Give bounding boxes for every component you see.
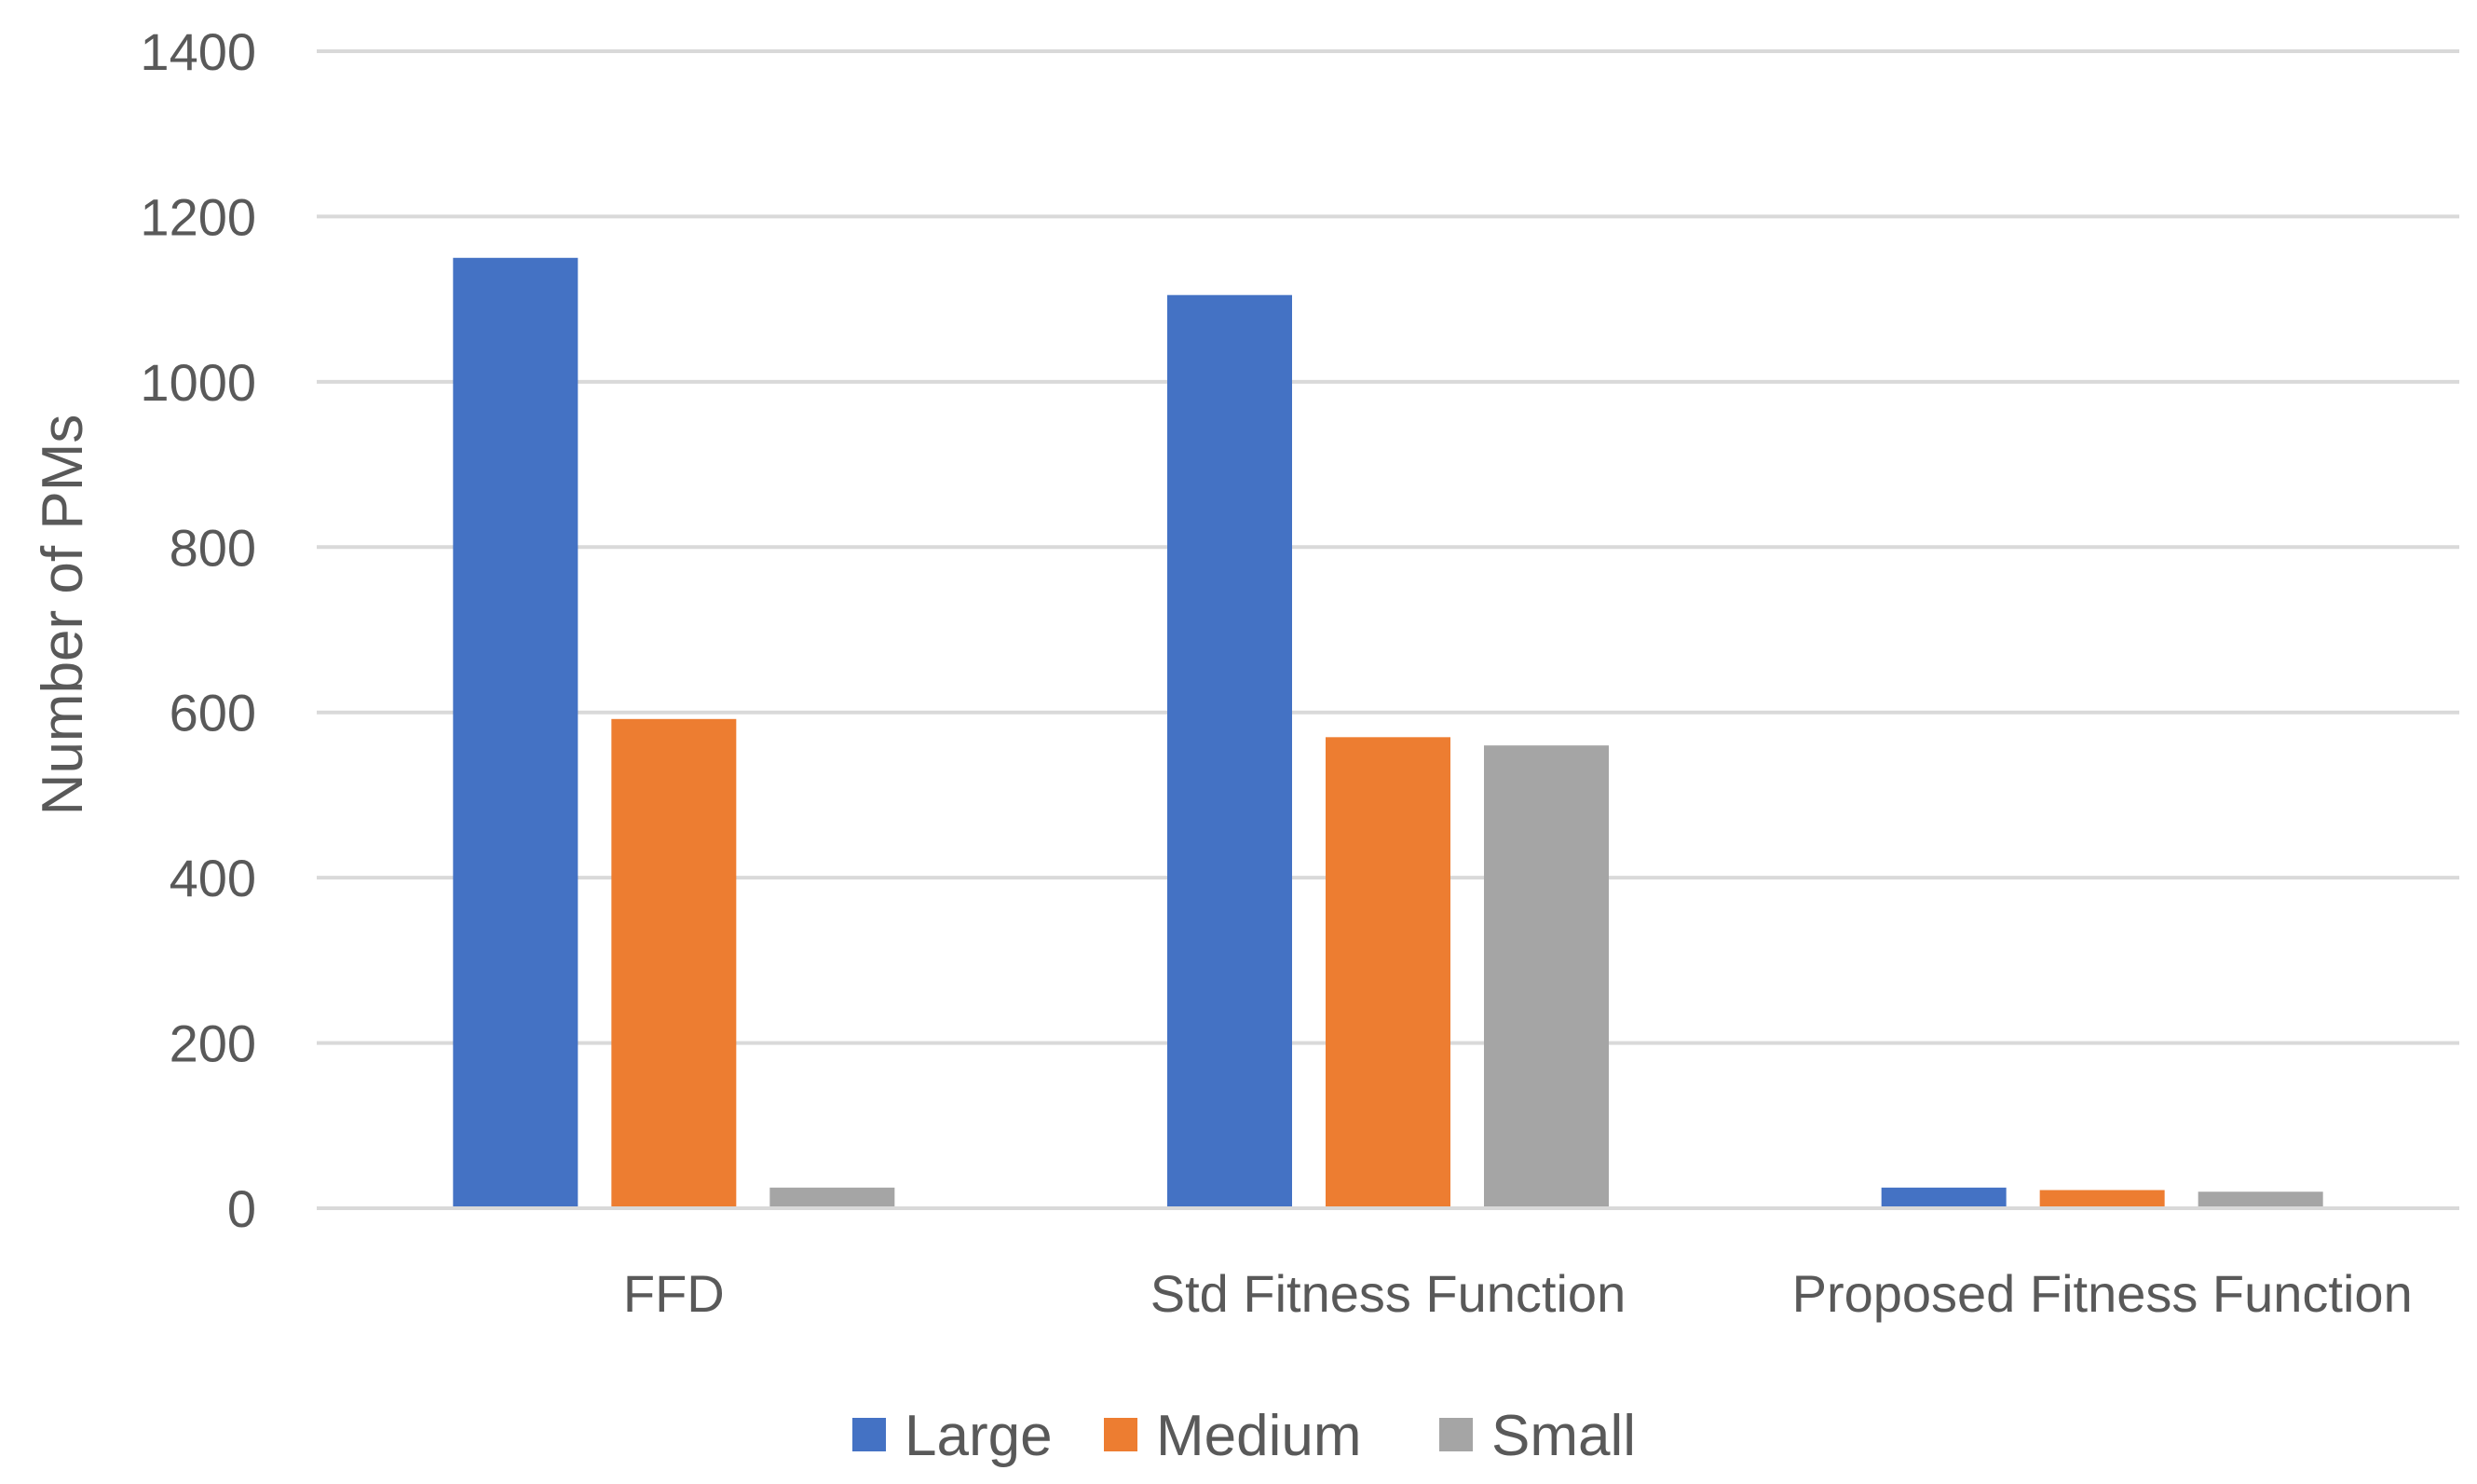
y-tick-label: 600 bbox=[170, 684, 256, 742]
y-tick-label: 200 bbox=[170, 1014, 256, 1073]
y-tick-label: 800 bbox=[170, 518, 256, 577]
legend: Large Medium Small bbox=[852, 1404, 1636, 1468]
legend-label-large: Large bbox=[905, 1404, 1053, 1468]
bar-small-proposed-fitness-function bbox=[2198, 1191, 2323, 1208]
legend-swatch-large bbox=[852, 1418, 886, 1451]
bars bbox=[317, 257, 2459, 1210]
y-tick-label: 400 bbox=[170, 849, 256, 907]
bar-medium-std-fitness-function bbox=[1326, 737, 1450, 1208]
bar-large-proposed-fitness-function bbox=[1881, 1187, 2007, 1208]
legend-swatch-small bbox=[1439, 1418, 1473, 1451]
bar-large-ffd bbox=[453, 257, 578, 1208]
y-tick-label: 0 bbox=[227, 1179, 256, 1238]
x-tick-label: Proposed Fitness Function bbox=[1792, 1264, 2413, 1323]
legend-label-medium: Medium bbox=[1156, 1404, 1362, 1468]
y-axis-title: Number of PMs bbox=[31, 415, 95, 816]
y-tick-label: 1200 bbox=[140, 187, 256, 246]
y-tick-label: 1000 bbox=[140, 353, 256, 412]
bar-medium-proposed-fitness-function bbox=[2039, 1190, 2165, 1208]
y-axis-ticks: 0 200 400 600 800 1000 1200 1400 bbox=[140, 22, 256, 1238]
legend-swatch-medium bbox=[1104, 1418, 1137, 1451]
bar-medium-ffd bbox=[611, 718, 737, 1208]
y-tick-label: 1400 bbox=[140, 22, 256, 81]
bar-large-std-fitness-function bbox=[1167, 294, 1292, 1208]
bar-small-std-fitness-function bbox=[1484, 745, 1609, 1208]
x-tick-label: FFD bbox=[623, 1264, 725, 1323]
bar-small-ffd bbox=[769, 1187, 895, 1208]
x-tick-label: Std Fitness Function bbox=[1150, 1264, 1626, 1323]
legend-label-small: Small bbox=[1491, 1404, 1636, 1468]
x-axis-ticks: FFD Std Fitness Function Proposed Fitness … bbox=[623, 1264, 2413, 1323]
